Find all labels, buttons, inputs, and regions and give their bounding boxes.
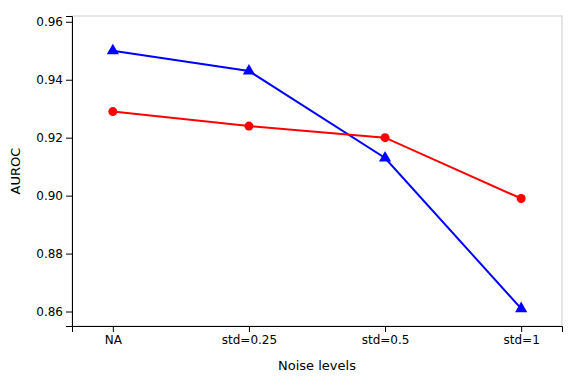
y-tick-mark [66,196,72,197]
marker [517,194,526,203]
y-tick: 0.92 [36,131,72,145]
y-tick-label: 0.96 [36,15,63,29]
series-markers [108,107,525,203]
y-axis-title: AUROC [8,148,23,195]
x-tick-label: std=0.5 [362,333,410,347]
marker [244,122,253,131]
y-tick-mark [66,138,72,139]
x-tick: std=0.25 [222,326,277,347]
marker [107,44,119,55]
y-tick-label: 0.92 [36,131,63,145]
y-tick-mark [66,22,72,23]
marks [107,44,527,312]
plot: NAstd=0.25std=0.5std=10.860.880.900.920.… [36,15,562,346]
y-tick-mark [66,254,72,255]
y-tick: 0.88 [36,247,72,261]
x-tick: NA [105,326,123,347]
series-line [113,51,521,309]
x-tick-label: std=0.25 [222,333,277,347]
x-tick-mark [113,326,114,332]
x-tick: std=0.5 [362,326,410,347]
plot-frame [72,16,562,326]
x-axis-title: Noise levels [278,358,356,373]
y-tick-label: 0.94 [36,73,63,87]
y-axis-line [66,17,73,327]
y-tick-label: 0.86 [36,305,63,319]
x-tick-label: std=1 [504,333,540,347]
series-line [113,112,521,199]
y-tick-label: 0.90 [36,189,63,203]
y-tick-label: 0.88 [36,247,63,261]
x-tick-mark [521,326,522,332]
x-tick: std=1 [504,326,540,347]
series-markers [107,44,527,312]
marker [379,151,391,162]
y-tick: 0.86 [36,305,72,319]
marker [381,133,390,142]
marker [108,107,117,116]
marker [243,64,255,75]
y-tick-mark [66,312,72,313]
y-tick: 0.90 [36,189,72,203]
chart: NAstd=0.25std=0.5std=10.860.880.900.920.… [0,0,586,382]
marker [515,302,527,313]
x-axis-line [73,327,563,333]
x-tick-mark [249,326,250,332]
x-tick-label: NA [105,333,123,347]
y-tick-mark [66,80,72,81]
x-tick-mark [385,326,386,332]
y-tick: 0.94 [36,73,72,87]
x-axis: NA std=0.25 std=0.5 std=1 [73,326,563,347]
y-tick: 0.96 [36,15,72,29]
y-axis: 0.86 0.88 0.90 0.92 0.94 0.96 [36,15,72,326]
